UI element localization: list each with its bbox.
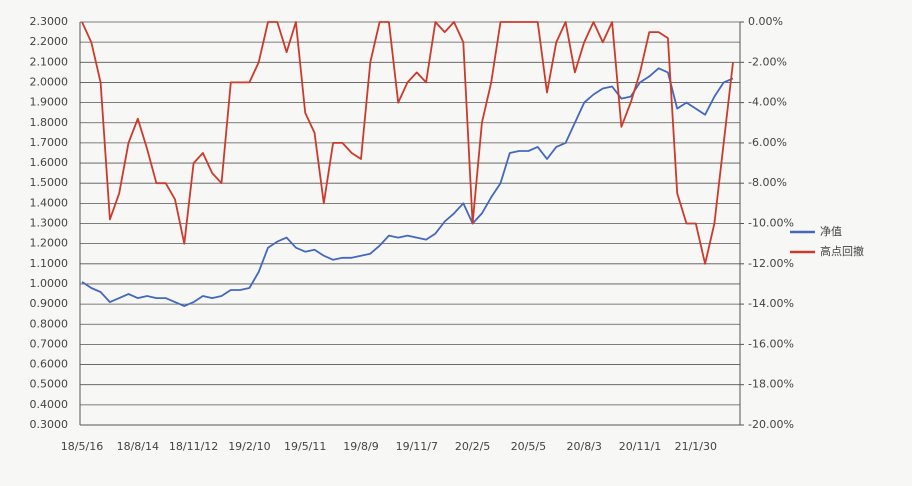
y-tick-label: 2.0000 [30, 75, 69, 88]
y-tick-label: 1.9000 [30, 96, 69, 109]
x-tick-label: 19/5/11 [284, 440, 326, 453]
y-tick-label: 1.1000 [30, 257, 69, 270]
legend-label: 高点回撤 [820, 244, 864, 258]
x-tick-label: 19/2/10 [228, 440, 270, 453]
y-tick-label: 1.5000 [30, 176, 69, 189]
y-tick-label: 1.2000 [30, 237, 69, 250]
y-tick-label: 2.3000 [30, 15, 69, 28]
x-tick-label: 18/5/16 [61, 440, 103, 453]
x-tick-label: 19/11/7 [396, 440, 438, 453]
x-tick-label: 20/5/5 [511, 440, 546, 453]
y-tick-label: 1.7000 [30, 136, 69, 149]
y-tick-label: 0.3000 [30, 418, 69, 431]
y2-tick-label: -4.00% [748, 96, 787, 109]
y2-tick-label: -14.00% [748, 297, 794, 310]
y-tick-label: 0.6000 [30, 358, 69, 371]
y-tick-label: 1.3000 [30, 217, 69, 230]
series-line [81, 67, 734, 307]
y2-tick-label: -20.00% [748, 418, 794, 431]
series-line [81, 21, 734, 265]
x-tick-label: 20/11/1 [619, 440, 661, 453]
y2-tick-label: -18.00% [748, 378, 794, 391]
y2-tick-label: -6.00% [748, 136, 787, 149]
y-tick-label: 1.4000 [30, 196, 69, 209]
legend-label: 净值 [820, 224, 842, 238]
y-tick-label: 0.5000 [30, 378, 69, 391]
x-tick-label: 18/11/12 [169, 440, 218, 453]
y-tick-label: 1.0000 [30, 277, 69, 290]
y-tick-label: 0.9000 [30, 297, 69, 310]
y-tick-label: 0.8000 [30, 317, 69, 330]
y-tick-label: 2.1000 [30, 55, 69, 68]
y2-tick-label: -12.00% [748, 257, 794, 270]
y-tick-label: 1.6000 [30, 156, 69, 169]
y2-tick-label: 0.00% [748, 15, 783, 28]
y2-tick-label: -16.00% [748, 337, 794, 350]
y2-tick-label: -8.00% [748, 176, 787, 189]
y2-tick-label: -10.00% [748, 217, 794, 230]
x-tick-label: 19/8/9 [343, 440, 378, 453]
x-tick-label: 18/8/14 [117, 440, 159, 453]
x-tick-label: 20/2/5 [455, 440, 490, 453]
y2-tick-label: -2.00% [748, 55, 787, 68]
y-tick-label: 1.8000 [30, 116, 69, 129]
y-tick-label: 2.2000 [30, 35, 69, 48]
y-tick-label: 0.7000 [30, 337, 69, 350]
x-tick-label: 20/8/3 [566, 440, 601, 453]
y-tick-label: 0.4000 [30, 398, 69, 411]
x-tick-label: 21/1/30 [675, 440, 717, 453]
